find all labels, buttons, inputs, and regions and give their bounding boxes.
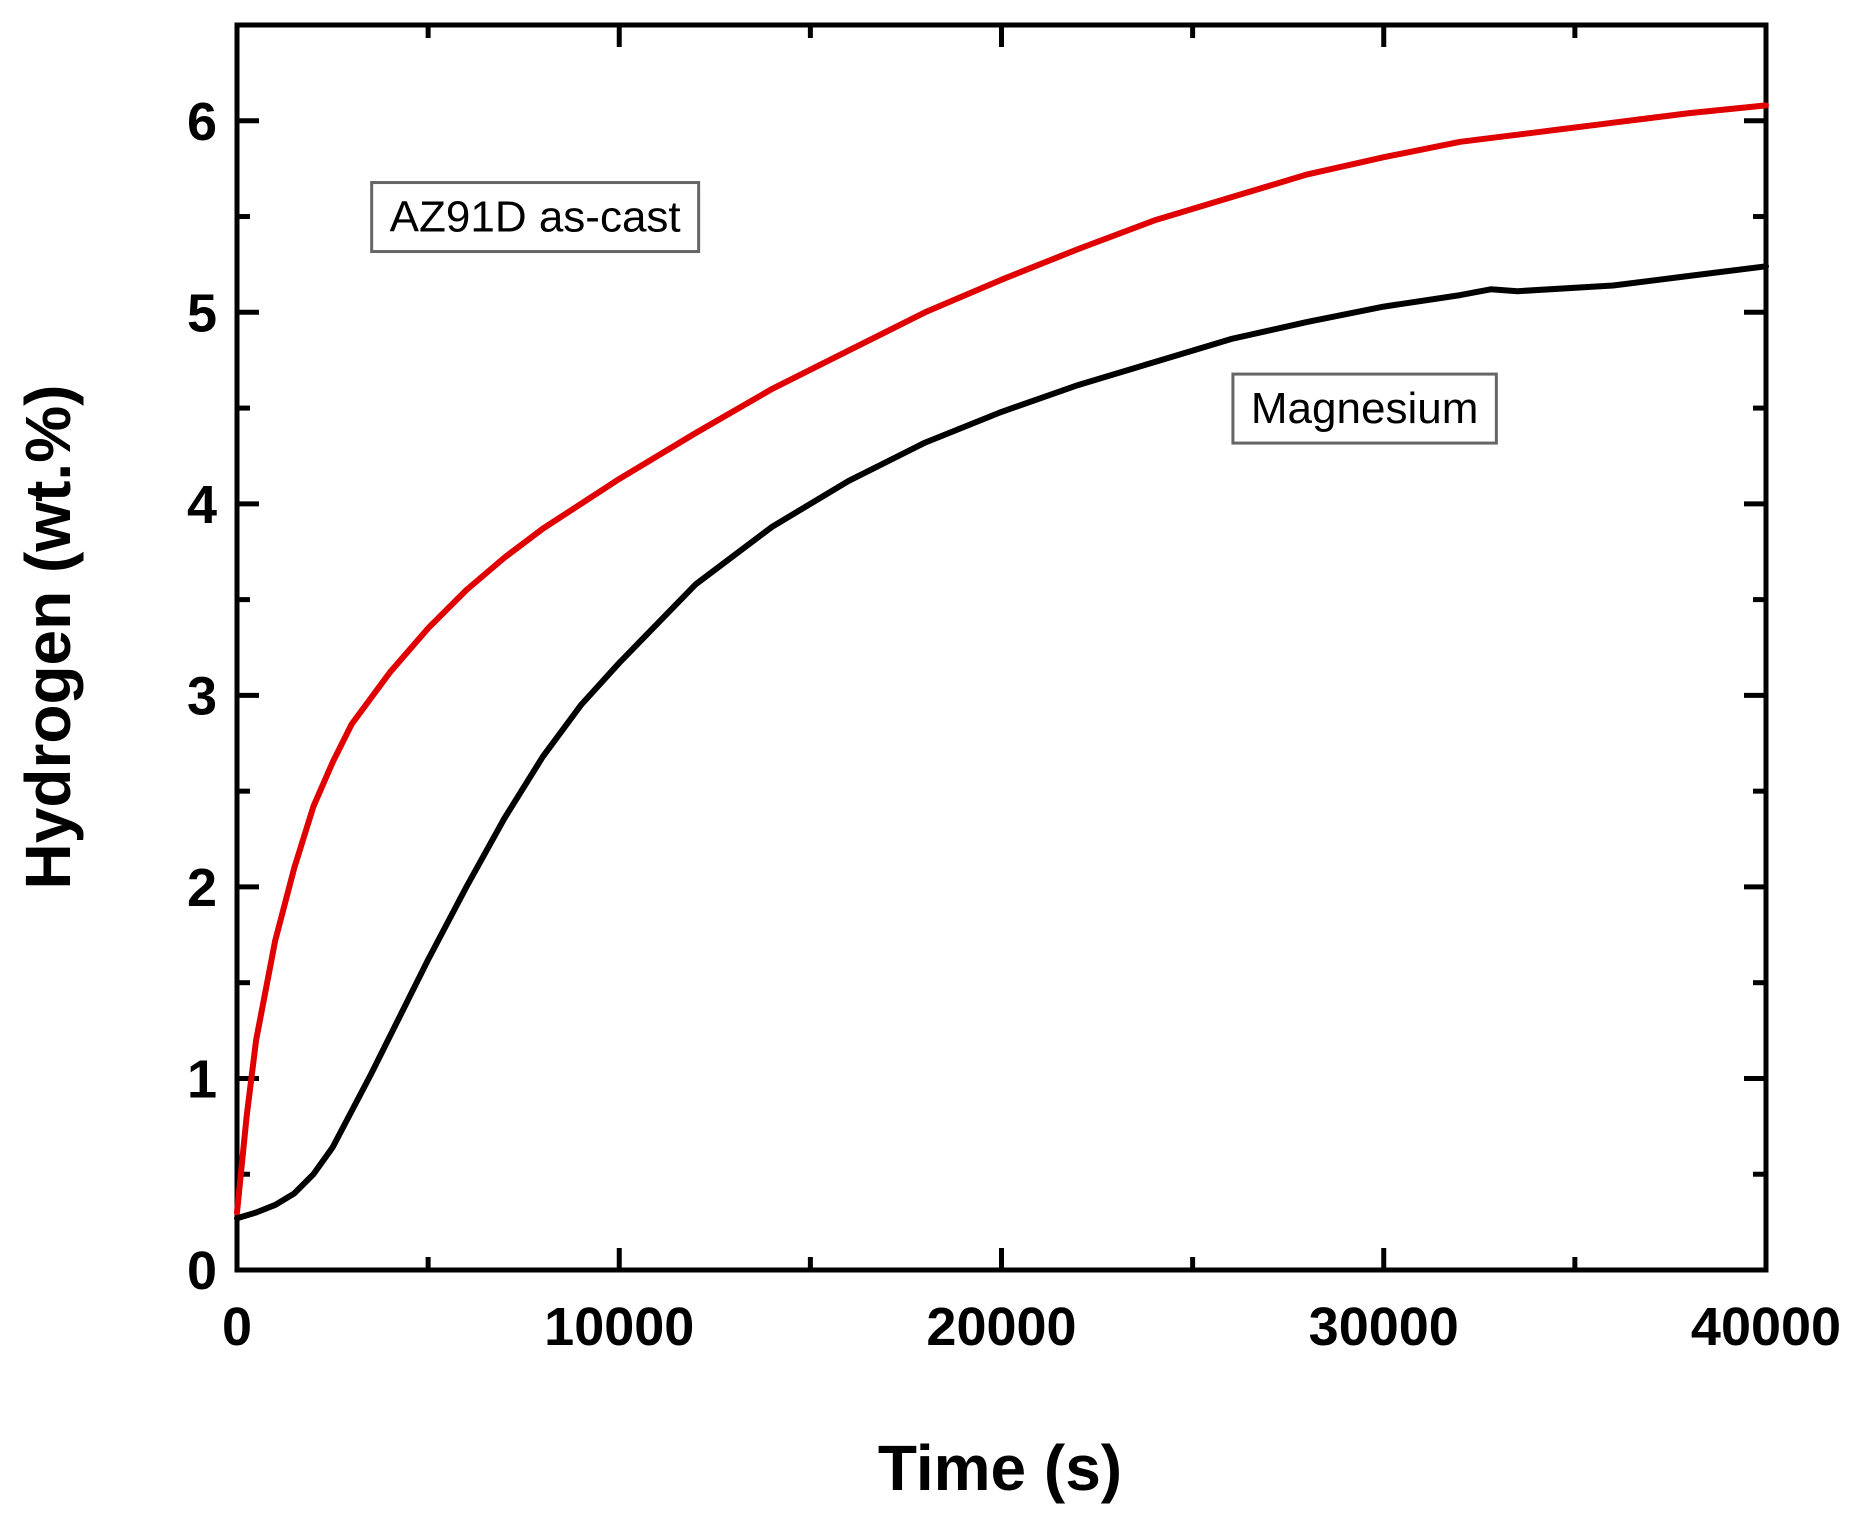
y-tick-label: 0: [187, 1241, 217, 1301]
annotation-label: Magnesium: [1251, 384, 1478, 433]
x-axis-title: Time (s): [878, 1432, 1122, 1504]
annotation-box: [1231, 372, 1498, 445]
y-tick-label: 3: [187, 666, 217, 726]
series-line-magnesium: [234, 263, 1769, 1222]
annotation-label: AZ91D as-cast: [390, 193, 681, 242]
series-line-az91d-as-cast: [234, 102, 1769, 1216]
annotation-az91d-as-cast: AZ91D as-cast: [370, 181, 701, 254]
y-axis-title: Hydrogen (wt.%): [12, 385, 84, 890]
x-tick-label: 10000: [544, 1297, 694, 1357]
x-tick-label: 0: [222, 1297, 252, 1357]
y-tick-label: 6: [187, 92, 217, 152]
y-tick-label: 2: [187, 858, 217, 918]
y-tick-label: 1: [187, 1049, 217, 1109]
annotation-box: [370, 181, 701, 254]
y-tick-label: 4: [187, 475, 217, 535]
annotation-magnesium: Magnesium: [1231, 372, 1498, 445]
x-tick-label: 40000: [1691, 1297, 1841, 1357]
x-tick-label: 30000: [1309, 1297, 1459, 1357]
y-tick-label: 5: [187, 283, 217, 343]
x-tick-label: 20000: [926, 1297, 1076, 1357]
